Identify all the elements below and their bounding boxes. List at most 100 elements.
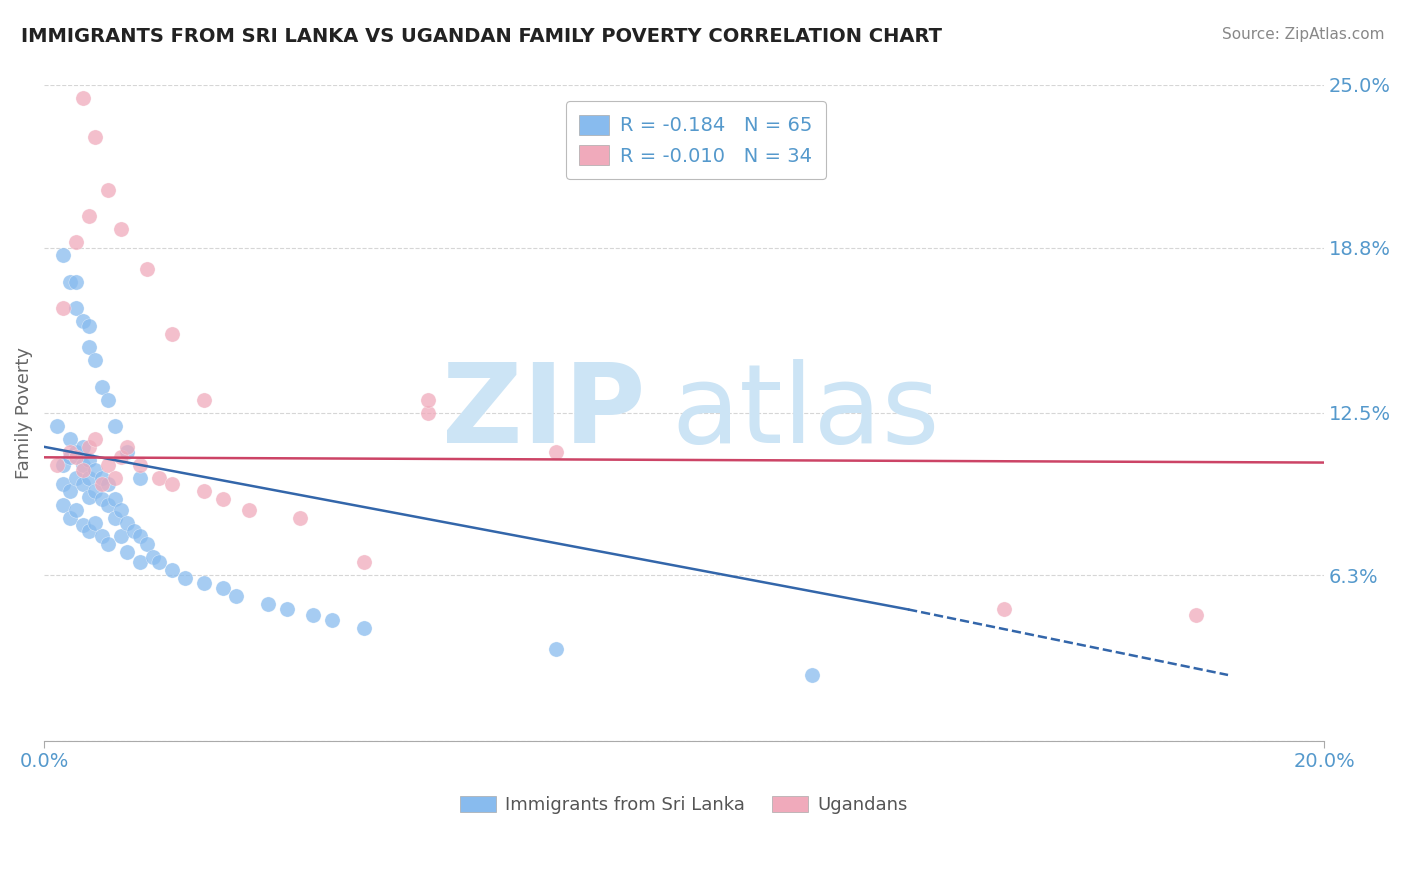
- Point: [160, 327, 183, 342]
- Point: [117, 445, 139, 459]
- Point: [193, 576, 215, 591]
- Text: IMMIGRANTS FROM SRI LANKA VS UGANDAN FAMILY POVERTY CORRELATION CHART: IMMIGRANTS FROM SRI LANKA VS UGANDAN FAM…: [21, 27, 942, 45]
- Point: [72, 314, 94, 328]
- Point: [59, 445, 82, 459]
- Point: [416, 392, 439, 407]
- Point: [122, 524, 145, 538]
- Text: atlas: atlas: [671, 359, 939, 467]
- Point: [59, 450, 82, 465]
- Point: [90, 476, 112, 491]
- Point: [117, 440, 139, 454]
- Point: [52, 248, 75, 262]
- Point: [90, 379, 112, 393]
- Point: [1185, 607, 1208, 622]
- Point: [103, 510, 125, 524]
- Point: [321, 613, 343, 627]
- Point: [84, 432, 107, 446]
- Point: [225, 590, 247, 604]
- Point: [77, 340, 100, 354]
- Point: [212, 582, 235, 596]
- Point: [77, 209, 100, 223]
- Point: [238, 502, 260, 516]
- Point: [110, 222, 132, 236]
- Point: [77, 524, 100, 538]
- Point: [129, 555, 152, 569]
- Text: Source: ZipAtlas.com: Source: ZipAtlas.com: [1222, 27, 1385, 42]
- Point: [97, 498, 120, 512]
- Point: [129, 529, 152, 543]
- Point: [160, 476, 183, 491]
- Y-axis label: Family Poverty: Family Poverty: [15, 347, 32, 479]
- Point: [90, 471, 112, 485]
- Point: [544, 641, 567, 656]
- Point: [59, 275, 82, 289]
- Point: [65, 450, 87, 465]
- Point: [110, 450, 132, 465]
- Point: [110, 529, 132, 543]
- Point: [65, 502, 87, 516]
- Point: [45, 418, 67, 433]
- Point: [135, 537, 157, 551]
- Point: [84, 353, 107, 368]
- Point: [77, 453, 100, 467]
- Point: [72, 463, 94, 477]
- Point: [142, 549, 165, 564]
- Point: [416, 406, 439, 420]
- Point: [59, 510, 82, 524]
- Legend: Immigrants from Sri Lanka, Ugandans: Immigrants from Sri Lanka, Ugandans: [453, 789, 915, 822]
- Point: [97, 537, 120, 551]
- Point: [148, 555, 170, 569]
- Point: [212, 492, 235, 507]
- Point: [129, 458, 152, 473]
- Point: [302, 607, 325, 622]
- Point: [72, 440, 94, 454]
- Point: [90, 492, 112, 507]
- Point: [52, 498, 75, 512]
- Point: [103, 471, 125, 485]
- Point: [72, 91, 94, 105]
- Point: [129, 471, 152, 485]
- Point: [993, 602, 1015, 616]
- Point: [103, 492, 125, 507]
- Point: [72, 458, 94, 473]
- Point: [59, 484, 82, 499]
- Point: [103, 418, 125, 433]
- Point: [160, 563, 183, 577]
- Point: [276, 602, 298, 616]
- Point: [59, 432, 82, 446]
- Point: [65, 301, 87, 315]
- Point: [65, 445, 87, 459]
- Point: [353, 621, 375, 635]
- Point: [174, 571, 197, 585]
- Point: [353, 555, 375, 569]
- Point: [193, 484, 215, 499]
- Point: [84, 463, 107, 477]
- Point: [97, 476, 120, 491]
- Point: [97, 183, 120, 197]
- Point: [65, 275, 87, 289]
- Point: [117, 516, 139, 530]
- Point: [84, 516, 107, 530]
- Point: [148, 471, 170, 485]
- Point: [288, 510, 311, 524]
- Point: [65, 471, 87, 485]
- Point: [135, 261, 157, 276]
- Point: [97, 458, 120, 473]
- Point: [77, 440, 100, 454]
- Point: [117, 545, 139, 559]
- Point: [801, 668, 824, 682]
- Point: [84, 130, 107, 145]
- Point: [77, 490, 100, 504]
- Point: [110, 502, 132, 516]
- Point: [77, 471, 100, 485]
- Point: [52, 458, 75, 473]
- Point: [72, 518, 94, 533]
- Point: [77, 319, 100, 334]
- Point: [65, 235, 87, 250]
- Point: [84, 484, 107, 499]
- Point: [193, 392, 215, 407]
- Point: [52, 476, 75, 491]
- Point: [45, 458, 67, 473]
- Point: [72, 476, 94, 491]
- Point: [97, 392, 120, 407]
